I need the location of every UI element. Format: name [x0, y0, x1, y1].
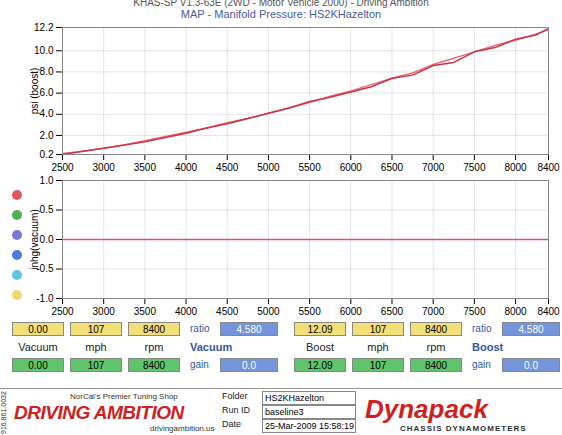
html-text:12.09: 12.09	[307, 324, 333, 335]
html-text:MAP - Manifold Pressure: HS2KH: MAP - Manifold Pressure: HS2KHazelton	[180, 8, 382, 20]
svg-text:5000: 5000	[257, 162, 280, 173]
svg-text:inhg(vacuum): inhg(vacuum)	[29, 209, 40, 270]
svg-text:8000: 8000	[504, 162, 527, 173]
html-text:107: 107	[369, 324, 387, 335]
html-text:CHASSIS DYNAMOMETERS: CHASSIS DYNAMOMETERS	[400, 424, 527, 433]
html-text:mph: mph	[85, 341, 107, 353]
svg-text:6500: 6500	[381, 306, 404, 317]
svg-text:0.5: 0.5	[40, 204, 54, 215]
html-text:baseline3: baseline3	[265, 407, 304, 417]
html-text:107: 107	[369, 360, 387, 371]
svg-text:6.0: 6.0	[40, 87, 54, 98]
svg-text:8400: 8400	[537, 306, 560, 317]
svg-text:3000: 3000	[93, 162, 116, 173]
html-text:0.0: 0.0	[524, 360, 538, 371]
html-text:8400: 8400	[424, 324, 448, 335]
html-text:Vacuum: Vacuum	[190, 341, 233, 353]
html-text:Dynapack: Dynapack	[365, 394, 488, 424]
html-text:drivingambition.us: drivingambition.us	[150, 424, 215, 433]
svg-text:4000: 4000	[175, 162, 198, 173]
html-text:8400: 8400	[142, 360, 166, 371]
svg-text:6000: 6000	[340, 306, 363, 317]
svg-text:3500: 3500	[134, 306, 157, 317]
html-text:DRIVING AMBITION: DRIVING AMBITION	[14, 402, 184, 423]
svg-text:10.0: 10.0	[34, 45, 54, 56]
svg-text:4500: 4500	[216, 162, 239, 173]
svg-text:4000: 4000	[175, 306, 198, 317]
svg-text:psi (boost): psi (boost)	[29, 68, 40, 115]
html-text:gain: gain	[190, 359, 209, 370]
html-text:4.580: 4.580	[518, 324, 544, 335]
html-text:107: 107	[87, 360, 105, 371]
svg-text:-1.0: -1.0	[36, 293, 54, 304]
html-text:ratio: ratio	[472, 323, 492, 334]
html-text:gain: gain	[472, 359, 491, 370]
svg-text:-0.5: -0.5	[36, 263, 54, 275]
html-text:12.09: 12.09	[307, 360, 333, 371]
html-text:ratio: ratio	[190, 323, 210, 334]
html-text:HS2KHazelton: HS2KHazelton	[265, 393, 324, 403]
html-text:916.861.0032: 916.861.0032	[0, 391, 7, 434]
html-text:Date: Date	[222, 419, 241, 429]
svg-text:7000: 7000	[422, 162, 445, 173]
svg-text:7000: 7000	[422, 306, 445, 317]
svg-text:0.0: 0.0	[40, 234, 54, 245]
svg-text:6500: 6500	[381, 162, 404, 173]
html-text:25-Mar-2009 15:58:19: 25-Mar-2009 15:58:19	[265, 421, 355, 431]
svg-text:5500: 5500	[298, 306, 321, 317]
html-text:Vacuum: Vacuum	[18, 341, 58, 353]
svg-text:12.2: 12.2	[34, 22, 54, 33]
html-text:0.00: 0.00	[28, 324, 48, 335]
svg-text:7500: 7500	[463, 306, 486, 317]
svg-text:0.2: 0.2	[40, 149, 54, 160]
svg-text:5500: 5500	[298, 162, 321, 173]
svg-text:8.0: 8.0	[40, 66, 54, 77]
svg-text:6000: 6000	[340, 162, 363, 173]
html-text:0.00: 0.00	[28, 360, 48, 371]
svg-text:7500: 7500	[463, 162, 486, 173]
svg-text:4500: 4500	[216, 306, 239, 317]
html-text:rpm: rpm	[426, 341, 446, 353]
svg-text:5000: 5000	[257, 306, 280, 317]
html-text:Boost: Boost	[305, 341, 335, 353]
svg-text:8000: 8000	[504, 306, 527, 317]
html-text:rpm: rpm	[144, 341, 164, 353]
svg-text:2500: 2500	[51, 162, 74, 173]
html-text:NorCal's Premier Tuning Shop: NorCal's Premier Tuning Shop	[70, 392, 178, 401]
html-text:Run ID: Run ID	[222, 405, 250, 415]
html-text:0.0: 0.0	[242, 360, 256, 371]
html-text:8400: 8400	[142, 324, 166, 335]
svg-text:3000: 3000	[93, 306, 116, 317]
svg-text:4.0: 4.0	[40, 108, 54, 119]
html-text:8400: 8400	[424, 360, 448, 371]
html-text:Folder: Folder	[222, 391, 248, 401]
svg-text:2.0: 2.0	[40, 130, 54, 141]
svg-text:3500: 3500	[134, 162, 157, 173]
svg-text:1.0: 1.0	[40, 175, 54, 186]
html-text:4.580: 4.580	[236, 324, 262, 335]
svg-text:8400: 8400	[537, 162, 560, 173]
svg-text:2500: 2500	[51, 306, 74, 317]
html-text:Boost: Boost	[472, 341, 504, 353]
html-text:mph: mph	[367, 341, 389, 353]
html-text:107: 107	[87, 324, 105, 335]
